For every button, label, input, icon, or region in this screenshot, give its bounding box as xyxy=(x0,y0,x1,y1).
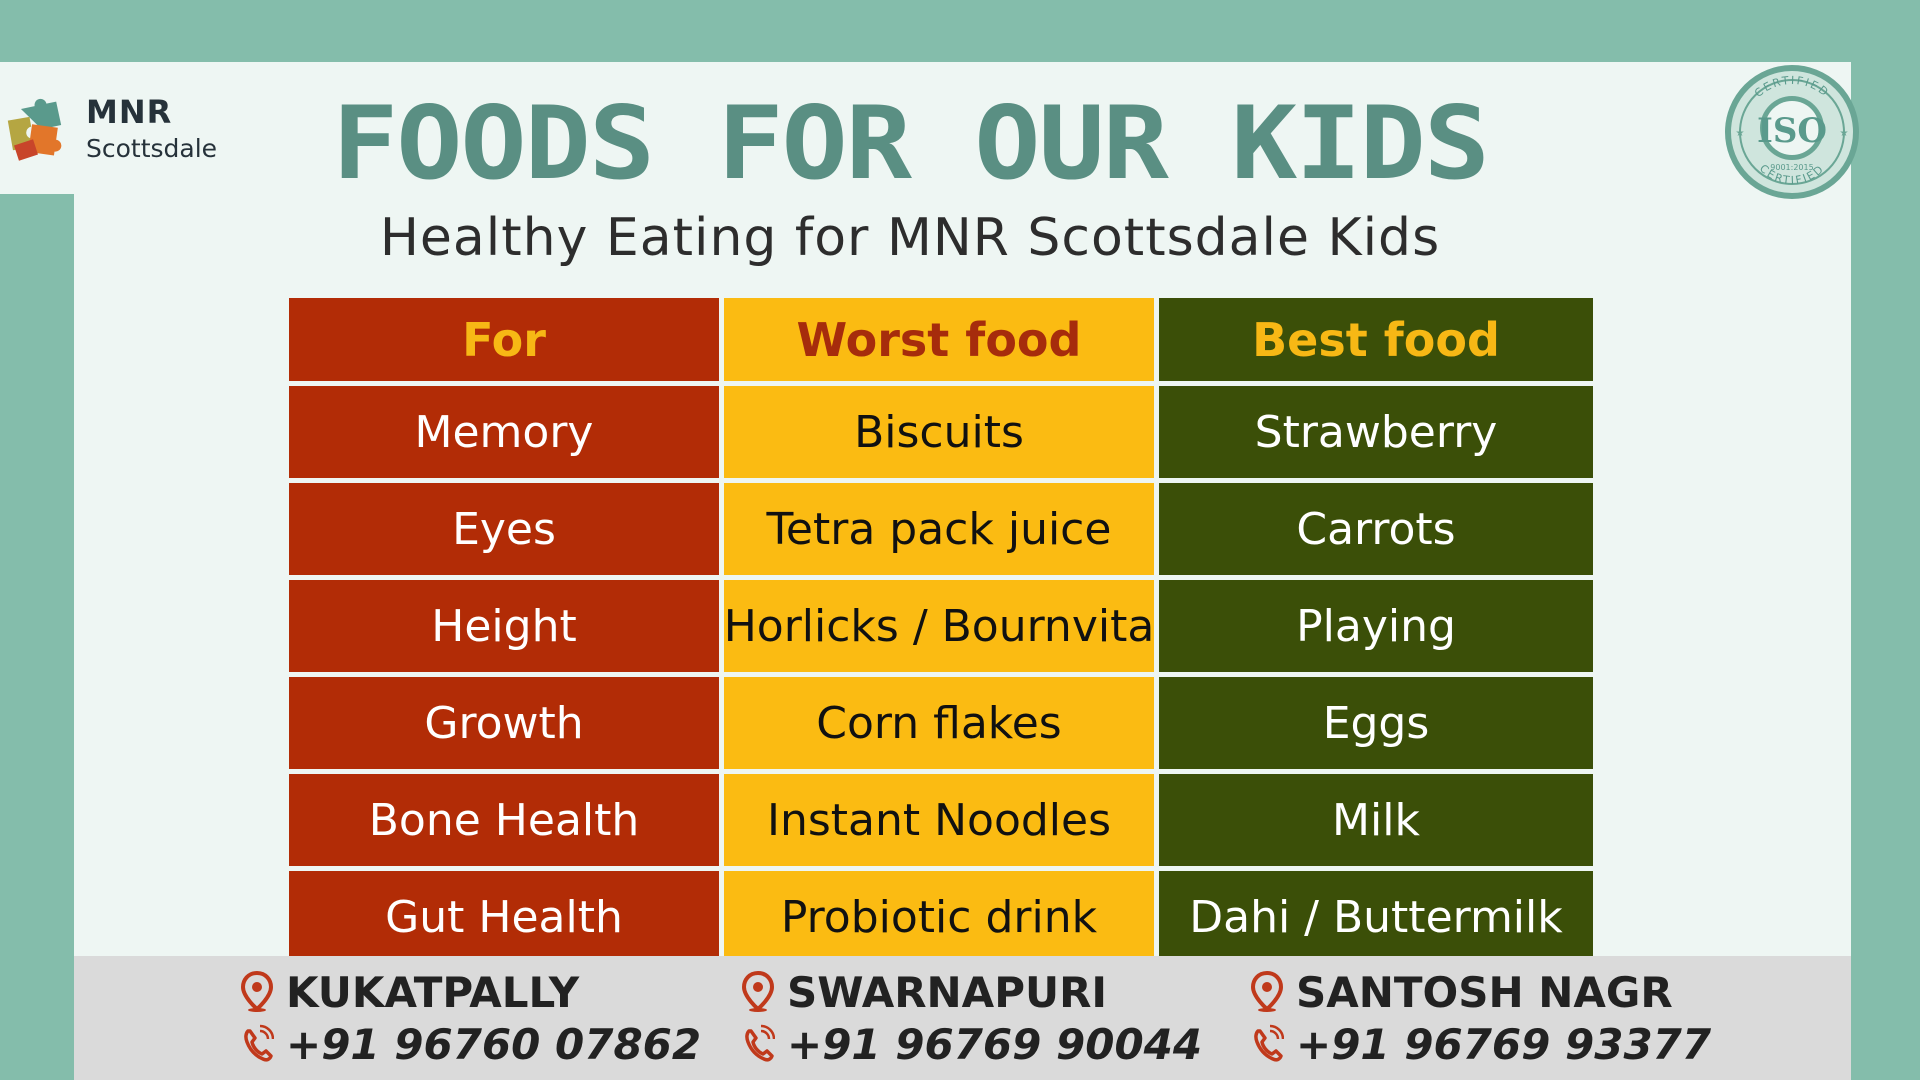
location-santosh-nagr: SANTOSH NAGR +91 96769 93377 xyxy=(1250,966,1711,1070)
location-phone[interactable]: +91 96760 07862 xyxy=(286,1019,702,1069)
cell-best-food: Dahi / Buttermilk xyxy=(1159,871,1593,963)
cell-for: Memory xyxy=(289,386,719,478)
location-kukatpally: KUKATPALLY +91 96760 07862 xyxy=(240,966,701,1070)
svg-text:★: ★ xyxy=(1840,128,1849,139)
cell-for: Height xyxy=(289,580,719,672)
brand-name: MNR xyxy=(86,93,173,131)
cell-best-food: Carrots xyxy=(1159,483,1593,575)
cell-worst-food: Tetra pack juice xyxy=(724,483,1154,575)
cell-worst-food: Biscuits xyxy=(724,386,1154,478)
cell-best-food: Milk xyxy=(1159,774,1593,866)
puzzle-logo-icon xyxy=(7,98,62,161)
cell-best-food: Playing xyxy=(1159,580,1593,672)
location-phone[interactable]: +91 96769 93377 xyxy=(1296,1019,1712,1069)
cell-for: Gut Health xyxy=(289,871,719,963)
location-swarnapuri: SWARNAPURI +91 96769 90044 xyxy=(741,966,1202,1070)
cell-worst-food: Instant Noodles xyxy=(724,774,1154,866)
iso-badge-icon: ISO CERTIFIED 9001:2015 CERTIFIED ★ ★ xyxy=(1725,65,1859,199)
header-best-food: Best food xyxy=(1159,298,1593,381)
svg-text:★: ★ xyxy=(1736,128,1745,139)
location-pin-icon xyxy=(741,971,775,1012)
location-pin-icon xyxy=(1250,971,1284,1012)
location-name: SWARNAPURI xyxy=(787,967,1108,1017)
food-table: For Worst food Best food Memory Biscuits… xyxy=(289,298,1593,963)
cell-worst-food: Probiotic drink xyxy=(724,871,1154,963)
header-for: For xyxy=(289,298,719,381)
phone-icon xyxy=(745,1024,775,1062)
cell-best-food: Eggs xyxy=(1159,677,1593,769)
cell-worst-food: Horlicks / Bournvita xyxy=(724,580,1154,672)
badge-center-text: ISO xyxy=(1757,111,1827,151)
footer-contact-bar xyxy=(74,956,1851,1080)
cell-for: Growth xyxy=(289,677,719,769)
cell-worst-food: Corn flakes xyxy=(724,677,1154,769)
phone-icon xyxy=(244,1024,274,1062)
location-name: SANTOSH NAGR xyxy=(1296,967,1673,1017)
cell-best-food: Strawberry xyxy=(1159,386,1593,478)
header-worst-food: Worst food xyxy=(724,298,1154,381)
page-subtitle: Healthy Eating for MNR Scottsdale Kids xyxy=(379,208,1441,268)
location-phone[interactable]: +91 96769 90044 xyxy=(787,1019,1203,1069)
location-name: KUKATPALLY xyxy=(286,967,580,1017)
badge-number-text: 9001:2015 xyxy=(1770,163,1813,172)
page-title: FOODS FOR OUR KIDS xyxy=(331,84,1490,202)
phone-icon xyxy=(1254,1024,1284,1062)
cell-for: Bone Health xyxy=(289,774,719,866)
cell-for: Eyes xyxy=(289,483,719,575)
location-pin-icon xyxy=(240,971,274,1012)
brand-subtitle: Scottsdale xyxy=(86,134,218,163)
